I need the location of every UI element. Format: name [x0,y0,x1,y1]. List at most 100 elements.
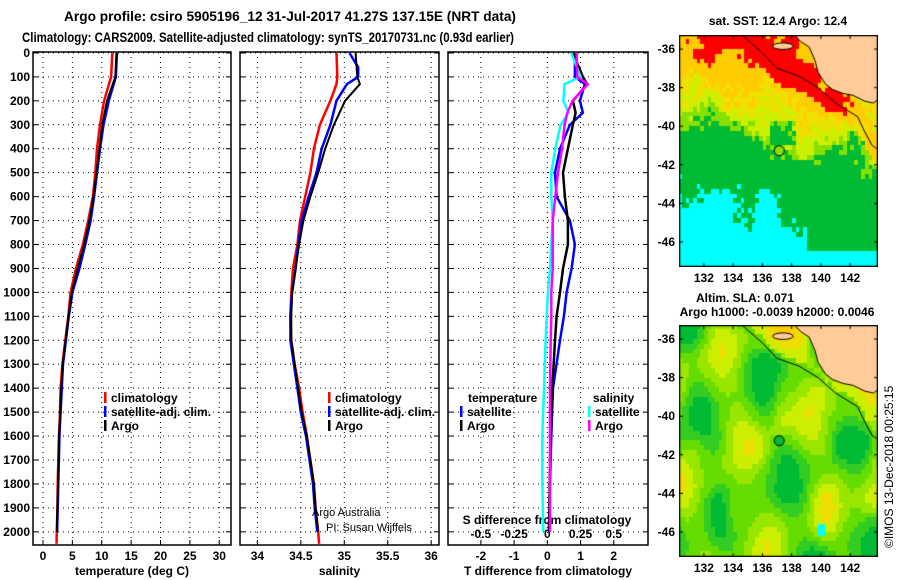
depth-tick-label: 1500 [3,405,30,419]
depth-tick-label: 800 [10,238,30,252]
depth-tick-label: 0 [23,46,30,60]
s-axis-label: S difference from climatology [463,513,632,527]
title-line-1: Argo profile: csiro 5905196_12 31-Jul-20… [64,8,516,24]
map-lon-label: 138 [782,271,802,285]
map-lon-label: 138 [782,561,802,575]
s-tick-label: 0.25 [569,527,593,541]
x-axis-label: temperature (deg C) [75,564,189,578]
map-lat-label: -42 [658,448,676,462]
legend-swatch [328,420,331,431]
x-tick-label: 10 [95,549,109,563]
legend-label: Argo [595,419,623,433]
x-tick-label: 35 [338,549,352,563]
x-tick-label: 15 [124,549,138,563]
legend-label: climatology [111,391,178,405]
series-line-argo-salinity [548,52,590,532]
difference-plot-frame [447,51,649,546]
depth-tick-label: 1900 [3,501,30,515]
s-tick-label: 0 [544,527,551,541]
legend-swatch [104,420,107,431]
legend-label: satellite [467,405,512,419]
annotation-pi: PI: Susan Wijffels [326,522,412,534]
map-lon-label: 140 [811,271,831,285]
x-tick-label: 0 [544,549,551,563]
legend-heading-temperature: temperature [468,391,538,405]
sst-map-title: sat. SST: 12.4 Argo: 12.4 [709,14,848,28]
legend-swatch [104,392,107,403]
map-lon-label: 134 [723,561,743,575]
x-tick-label: 36 [424,549,438,563]
map-lon-label: 132 [694,271,714,285]
legend-swatch [460,406,463,417]
depth-tick-label: 200 [10,94,30,108]
depth-tick-label: 900 [10,261,30,275]
map-lon-label: 136 [752,271,772,285]
map-lat-label: -36 [658,42,676,56]
annotation-argo-australia: Argo Australia [312,507,381,519]
x-tick-label: 34.5 [289,549,313,563]
s-tick-label: -0.5 [471,527,492,541]
legend-swatch [328,406,331,417]
legend-heading-salinity: salinity [593,391,635,405]
legend-swatch [104,406,107,417]
salinity-panel: 34 34.5 35 35.5 36 salinity climatologysatelli… [239,51,440,578]
x-tick-label: 1 [577,549,584,563]
map-lat-label: -38 [658,81,676,95]
sla-argo-heights: Argo h1000: -0.0039 h2000: 0.0046 [680,305,875,319]
map-lon-label: 142 [840,561,860,575]
depth-tick-label: 1400 [3,381,30,395]
legend-label: satellite [595,405,640,419]
series-line-argo [55,52,118,532]
map-lat-label: -44 [658,196,676,210]
s-tick-label: -0.25 [500,527,528,541]
imos-credit: ©IMOS 13-Dec-2018 00:25:15 [882,385,896,548]
legend-swatch [588,420,591,431]
s-tick-label: 0.5 [605,527,622,541]
depth-tick-label: 2000 [3,525,30,539]
depth-tick-label: 1300 [3,357,30,371]
map-lat-label: -46 [658,525,676,539]
map-lat-label: -40 [658,119,676,133]
series-line-argo [290,52,361,532]
legend-swatch [460,420,463,431]
temperature-panel: 0100200300400500600700800900100011001200… [3,46,232,578]
legend-swatch [588,406,591,417]
depth-tick-label: 1800 [3,477,30,491]
map-lat-label: -38 [658,371,676,385]
legend-label: satellite-adj. clim. [335,405,435,419]
x-tick-label: -2 [476,549,487,563]
depth-tick-label: 500 [10,166,30,180]
legend-label: satellite-adj. clim. [111,405,211,419]
depth-tick-label: 700 [10,214,30,228]
x-tick-label: 30 [213,549,227,563]
sla-map [679,325,878,557]
depth-tick-label: 100 [10,70,30,84]
sla-map-title: Altim. SLA: 0.071 [696,291,794,305]
series-line-satellite-temperature [547,53,587,532]
temperature-plot-frame [32,51,232,546]
legend-swatch [328,392,331,403]
depth-tick-label: 600 [10,190,30,204]
x-axis-label: salinity [319,564,361,578]
title-line-2: Climatology: CARS2009. Satellite-adjuste… [22,29,514,45]
depth-tick-label: 400 [10,142,30,156]
map-lon-label: 132 [694,561,714,575]
map-lat-label: -36 [658,332,676,346]
depth-tick-label: 1600 [3,429,30,443]
map-lat-label: -46 [658,235,676,249]
sst-map [679,35,878,267]
depth-tick-label: 1100 [4,309,30,323]
map-lon-label: 134 [723,271,743,285]
legend-label: Argo [335,419,363,433]
x-tick-label: 0 [40,549,47,563]
x-tick-label: 25 [183,549,197,563]
map-lon-label: 136 [752,561,772,575]
depth-tick-label: 1000 [3,285,30,299]
salinity-plot-frame [239,51,440,546]
legend-label: Argo [467,419,495,433]
depth-tick-label: 1200 [3,333,30,347]
map-lon-label: 142 [840,271,860,285]
x-axis-label: T difference from climatology [464,564,632,578]
